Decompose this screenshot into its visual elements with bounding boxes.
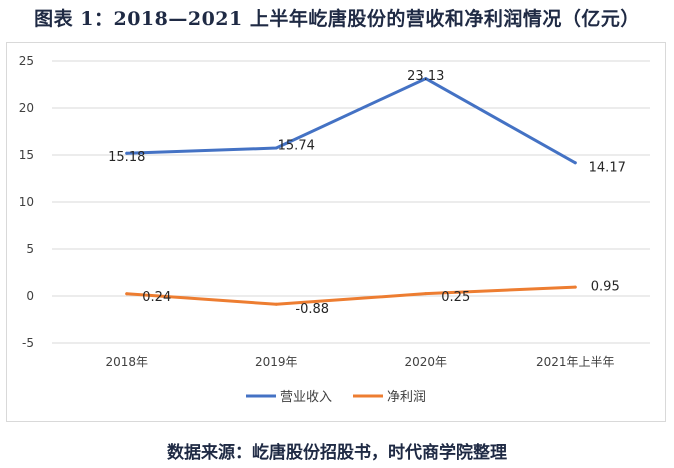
data-label: 23.13 (407, 69, 444, 84)
x-tick-label: 2020年 (404, 355, 447, 369)
y-tick-label: 25 (19, 54, 34, 68)
data-label: 0.24 (142, 290, 171, 305)
data-label: 14.17 (589, 160, 626, 175)
legend-label: 营业收入 (280, 390, 332, 405)
y-tick-label: 15 (19, 148, 34, 162)
data-label: 15.18 (108, 150, 145, 165)
y-tick-label: -5 (22, 336, 34, 350)
series-line (125, 77, 577, 165)
data-point (424, 292, 428, 296)
y-tick-label: 10 (19, 195, 34, 209)
legend-label: 净利润 (387, 390, 426, 405)
data-label: 0.95 (591, 280, 620, 295)
source-note: 数据来源：屹唐股份招股书，时代商学院整理 (167, 443, 507, 463)
x-tick-label: 2019年 (255, 355, 298, 369)
x-tick-label: 2018年 (105, 355, 148, 369)
data-point (573, 285, 577, 289)
y-tick-label: 5 (26, 242, 34, 256)
data-label: 15.74 (278, 139, 315, 154)
chart-title: 图表 1：2018—2021 上半年屹唐股份的营收和净利润情况（亿元） (34, 8, 640, 30)
data-point (274, 302, 278, 306)
y-tick-label: 20 (19, 101, 34, 115)
data-point (125, 292, 129, 296)
data-label: -0.88 (295, 302, 329, 317)
data-point (274, 146, 278, 150)
chart-frame (6, 42, 666, 422)
series-line (125, 285, 577, 306)
data-point (573, 161, 577, 165)
data-point (125, 151, 129, 155)
x-tick-label: 2021年上半年 (536, 355, 615, 369)
data-label: 0.25 (441, 290, 470, 305)
y-tick-label: 0 (26, 289, 34, 303)
data-point (424, 77, 428, 81)
